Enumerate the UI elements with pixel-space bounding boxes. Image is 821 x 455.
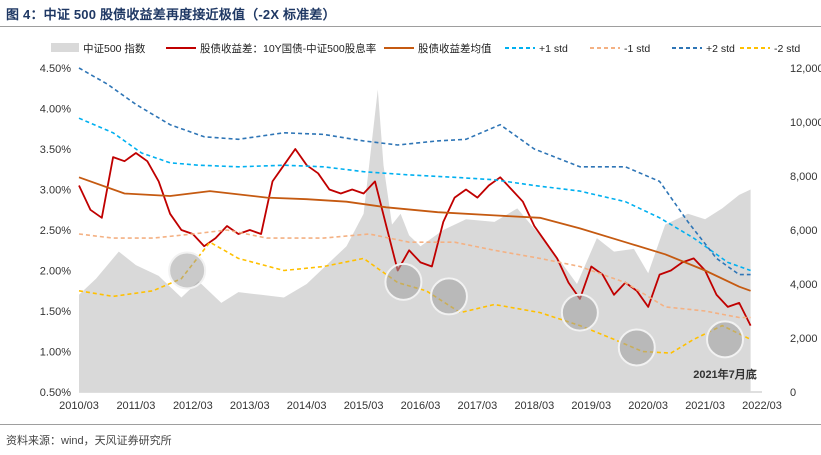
y-left-tick-label: 1.50%	[40, 306, 71, 318]
series-line-3	[78, 117, 751, 272]
y-right-tick-label: 2,000	[790, 333, 818, 345]
x-tick-label: 2013/03	[230, 400, 270, 412]
y-right-tick-label: 12,000	[790, 63, 821, 75]
legend-label: -2 std	[774, 43, 800, 55]
x-tick-label: 2020/03	[628, 400, 668, 412]
series-line-5	[78, 67, 751, 276]
x-tick-label: 2016/03	[401, 400, 441, 412]
x-tick-label: 2015/03	[344, 400, 384, 412]
source-divider	[0, 424, 821, 425]
y-right-tick-label: 8,000	[790, 171, 818, 183]
y-right-tick-label: 4,000	[790, 279, 818, 291]
y-right-tick-label: 6,000	[790, 225, 818, 237]
legend-swatch	[51, 43, 79, 52]
legend-label: 股债收益差均值	[418, 42, 492, 55]
legend-label: +2 std	[706, 43, 735, 55]
x-tick-label: 2011/03	[116, 400, 155, 412]
series-line-4	[78, 229, 751, 319]
x-tick-label: 2012/03	[173, 400, 213, 412]
legend-label: -1 std	[624, 43, 650, 55]
highlight-circle	[384, 262, 423, 301]
x-tick-label: 2018/03	[514, 400, 554, 412]
y-left-tick-label: 4.00%	[40, 104, 71, 116]
title-divider	[0, 26, 821, 27]
highlight-circle	[429, 277, 468, 316]
x-tick-label: 2014/03	[287, 400, 327, 412]
y-right-tick-label: 0	[790, 387, 796, 399]
highlight-circle	[617, 328, 656, 367]
x-tick-label: 2021/03	[685, 400, 725, 412]
annotation-label: 2021年7月底	[693, 367, 757, 381]
legend-label: 中证500 指数	[83, 42, 146, 55]
y-left-tick-label: 3.50%	[40, 144, 71, 156]
x-tick-label: 2017/03	[458, 400, 498, 412]
source-note: 资料来源：wind，天风证券研究所	[6, 435, 172, 447]
highlight-circle	[560, 293, 599, 332]
y-left-tick-label: 0.50%	[40, 387, 71, 399]
x-tick-label: 2010/03	[59, 400, 99, 412]
y-right-tick-label: 10,000	[790, 117, 821, 129]
figure-title: 图 4：中证 500 股债收益差再度接近极值（-2X 标准差）	[6, 7, 336, 22]
highlight-circle	[168, 251, 207, 290]
highlight-circle	[706, 320, 745, 359]
y-left-tick-label: 2.50%	[40, 225, 71, 237]
y-left-tick-label: 3.00%	[40, 185, 71, 197]
legend-label: +1 std	[539, 43, 568, 55]
x-tick-label: 2019/03	[571, 400, 611, 412]
series-line-1	[78, 148, 752, 327]
x-tick-label: 2022/03	[742, 400, 782, 412]
legend-label: 股债收益差：10Y国债-中证500股息率	[200, 42, 376, 55]
y-left-tick-label: 4.50%	[40, 63, 71, 75]
y-left-tick-label: 1.00%	[40, 347, 71, 359]
y-left-tick-label: 2.00%	[40, 266, 71, 278]
series-line-2	[78, 176, 751, 292]
